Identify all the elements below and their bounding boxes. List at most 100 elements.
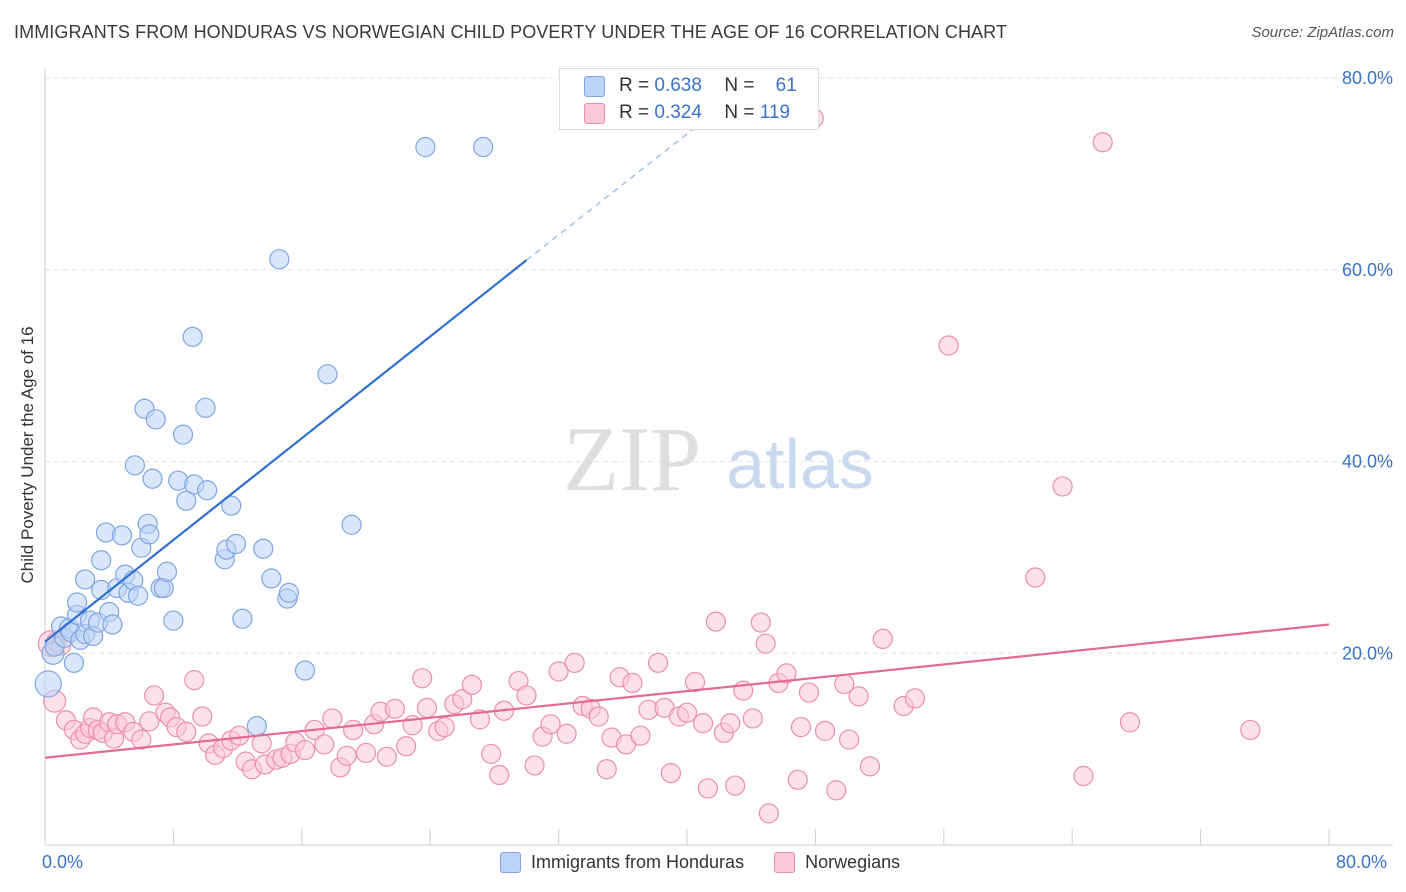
norwegians-point (798, 682, 820, 703)
honduras-point (66, 592, 88, 613)
y-tick-label-40: 40.0% (1342, 452, 1393, 472)
honduras-point (246, 716, 267, 737)
legend-item-honduras[interactable]: Immigrants from Honduras (500, 852, 744, 873)
honduras-point (172, 424, 194, 445)
n-label: N = (724, 75, 755, 96)
norwegians-point (336, 745, 357, 766)
axes (44, 68, 1393, 846)
norwegians-point (684, 671, 706, 693)
norwegians-point (872, 628, 893, 649)
r-value-norwegians: 0.324 (654, 102, 702, 123)
norwegians-point (725, 775, 746, 796)
y-axis-label: Child Poverty Under the Age of 16 (18, 326, 37, 584)
norwegians-point (524, 755, 545, 776)
chart-title: IMMIGRANTS FROM HONDURAS VS NORWEGIAN CH… (14, 22, 1008, 42)
norwegians-point (742, 708, 763, 729)
norwegians-point (755, 633, 776, 654)
norwegians-point (1119, 712, 1141, 733)
norwegians-point (692, 713, 714, 734)
honduras-point (145, 409, 166, 430)
honduras-point (473, 136, 494, 158)
honduras-point (182, 326, 203, 347)
honduras-trend-extension (526, 108, 720, 261)
r-value-honduras: 0.638 (654, 75, 702, 96)
norwegians-point (588, 706, 609, 727)
norwegians-point (139, 711, 160, 732)
norwegians-point (1240, 719, 1261, 741)
r-label: R = (619, 75, 650, 96)
norwegians-point (848, 686, 869, 707)
y-tick-labels: 20.0% 40.0% 60.0% 80.0% (1342, 68, 1393, 663)
honduras-point (139, 524, 160, 545)
honduras-point (156, 561, 178, 582)
legend-label-honduras: Immigrants from Honduras (531, 852, 745, 872)
norwegians-point (1092, 132, 1113, 153)
norwegians-point (131, 729, 152, 750)
norwegians-point (676, 702, 698, 723)
norwegians-point (294, 739, 316, 761)
honduras-point (294, 660, 316, 681)
honduras-point (317, 364, 338, 385)
norwegians-point (622, 672, 643, 694)
n-label: N = (724, 102, 755, 123)
norwegians-point (516, 685, 537, 706)
norwegians-point (776, 663, 797, 684)
norwegians-trend-line (44, 623, 1330, 759)
honduras-point (225, 533, 247, 555)
honduras-point (63, 652, 84, 673)
norwegians-point (461, 674, 483, 695)
norwegians-point (814, 720, 836, 742)
honduras-point (163, 610, 184, 631)
norwegians-point (176, 721, 197, 742)
legend-row-norwegians: R = 0.324 N = 119 (584, 101, 790, 125)
n-value-honduras: 61 (775, 75, 797, 96)
norwegians-point (758, 803, 779, 824)
norwegians-point (826, 780, 847, 801)
norwegians-point (648, 652, 669, 673)
source-credit: Source: ZipAtlas.com (1251, 24, 1394, 41)
norwegians-point (481, 743, 502, 765)
honduras-point (176, 490, 197, 511)
y-tick-label-80: 80.0% (1342, 68, 1393, 88)
legend-item-norwegians[interactable]: Norwegians (774, 852, 900, 873)
norwegians-point (596, 759, 617, 780)
norwegians-point (343, 719, 364, 741)
legend-swatch-blue (500, 852, 521, 873)
norwegians-point (184, 669, 205, 691)
x-tick-label-min: 0.0% (42, 852, 84, 872)
honduras-point (195, 397, 216, 418)
trend-lines (44, 108, 1330, 759)
y-tick-label-60: 60.0% (1342, 260, 1393, 280)
norwegians-point (660, 762, 682, 784)
x-tick-label-max: 80.0% (1336, 852, 1388, 872)
honduras-point (341, 514, 362, 535)
norwegians-point (376, 746, 397, 767)
honduras-point (278, 582, 300, 603)
norwegians-point (1073, 765, 1094, 787)
norwegians-point (314, 734, 335, 755)
norwegians-point (355, 742, 377, 764)
legend-row-honduras: R = 0.638 N = 61 (584, 74, 797, 98)
norwegians-point (452, 689, 473, 710)
norwegians-point (396, 736, 417, 757)
r-label: R = (619, 102, 650, 123)
norwegians-point (787, 769, 808, 790)
legend-swatch-pink (584, 102, 605, 124)
honduras-point (34, 670, 62, 698)
honduras-point (91, 550, 112, 571)
correlation-legend: R = 0.638 N = 61 R = 0.324 N = 119 (559, 68, 819, 130)
watermark: ZIP atlas (563, 408, 874, 510)
honduras-point (142, 468, 163, 489)
norwegians-point (720, 713, 741, 734)
honduras-point (253, 538, 274, 559)
norwegians-point (384, 698, 405, 719)
y-tick-label-20: 20.0% (1342, 643, 1393, 663)
honduras-point (102, 614, 123, 635)
norwegians-point (630, 725, 651, 746)
norwegians-point (564, 652, 585, 673)
honduras-point (269, 249, 290, 270)
honduras-point (415, 136, 436, 158)
norwegians-point (412, 668, 433, 689)
norwegians-point (434, 716, 455, 738)
